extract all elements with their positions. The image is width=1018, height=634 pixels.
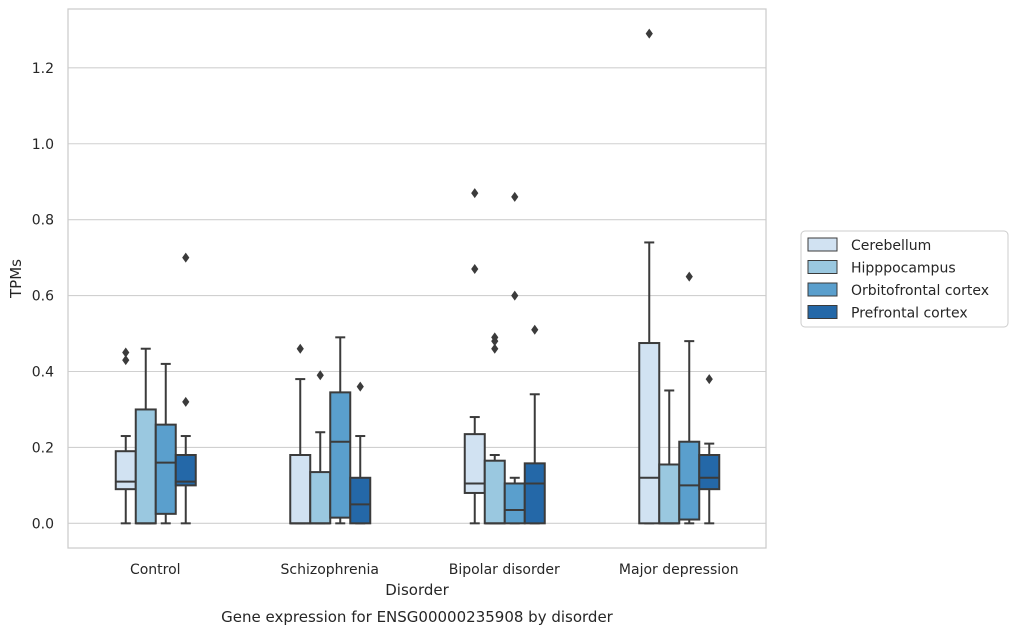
x-axis-label: Disorder [385,581,449,599]
y-tick-label: 0.6 [32,289,54,305]
outlier-point [705,374,713,385]
plot-frame [67,8,767,549]
box-plot-boxes [114,28,721,525]
outlier-point [356,381,364,392]
outlier-point [316,370,324,381]
outlier-point [531,324,539,335]
box-iqr [523,462,546,525]
legend-item: Prefrontal cortex [807,305,968,322]
x-tick-label: Schizophrenia [281,562,379,578]
outlier-point [471,264,479,275]
y-tick-label: 0.8 [32,213,54,229]
box-group [483,332,506,525]
legend-item: Hipppocampus [807,260,956,277]
outlier-point [182,396,190,407]
box-group [349,381,372,525]
box-iqr [174,454,197,487]
legend: Cerebellum Hipppocampus Orbitofrontal cort… [800,230,1009,328]
legend-swatch [807,305,838,319]
outlier-point [296,343,304,354]
y-tick-label: 0.4 [32,364,54,380]
outlier-point [491,343,499,354]
box-iqr [698,454,721,491]
box-iqr [134,408,157,525]
box-iqr [329,391,352,519]
box-iqr [309,471,332,525]
legend-label: Cerebellum [851,238,931,254]
x-axis-ticks: Control Schizophrenia Bipolar disorder Majo… [130,562,739,578]
box-iqr [638,342,661,525]
legend-frame [800,230,1009,328]
x-tick-label: Bipolar disorder [449,562,560,578]
y-tick-label: 0.2 [32,440,54,456]
y-tick-label: 0.0 [32,516,54,532]
legend-label: Hipppocampus [851,261,956,277]
box-group [638,28,661,525]
box-group [698,374,721,525]
legend-label: Prefrontal cortex [851,306,968,322]
box-iqr [483,459,506,525]
box-group [658,389,681,525]
outlier-point [471,188,479,199]
box-group [678,271,701,525]
box-iqr [678,440,701,521]
grid-lines [68,67,766,524]
x-tick-label: Control [130,562,181,578]
legend-item: Orbitofrontal cortex [807,282,989,299]
legend-item: Cerebellum [807,237,931,254]
outlier-point [511,191,519,202]
outlier-point [511,290,519,301]
outlier-point [685,271,693,282]
box-group [114,347,137,525]
legend-swatch [807,282,838,297]
legend-label: Orbitofrontal cortex [851,283,989,299]
y-axis-label: TPMs [7,259,25,299]
box-iqr [503,482,526,525]
outlier-point [122,347,130,358]
box-group [523,324,546,525]
box-group [503,191,526,525]
box-group [134,347,157,525]
outlier-point [491,332,499,343]
x-tick-label: Major depression [619,562,739,578]
box-iqr [114,450,137,491]
box-group [154,362,177,525]
y-tick-label: 1.0 [32,137,54,153]
box-group [289,343,312,525]
legend-swatch [807,260,838,274]
box-iqr [154,423,177,515]
outlier-point [122,355,130,366]
chart-caption: Gene expression for ENSG00000235908 by d… [221,608,614,626]
box-group [174,252,197,525]
box-iqr [289,454,312,525]
outlier-point [645,28,653,39]
y-axis-ticks: 0.0 0.2 0.4 0.6 0.8 1.0 1.2 [32,61,54,532]
legend-swatch [807,237,838,252]
y-tick-label: 1.2 [32,61,54,77]
box-group [309,370,332,525]
box-group [463,188,486,525]
box-iqr [658,463,681,525]
box-group [329,336,352,525]
box-iqr [349,476,372,525]
outlier-point [182,252,190,263]
